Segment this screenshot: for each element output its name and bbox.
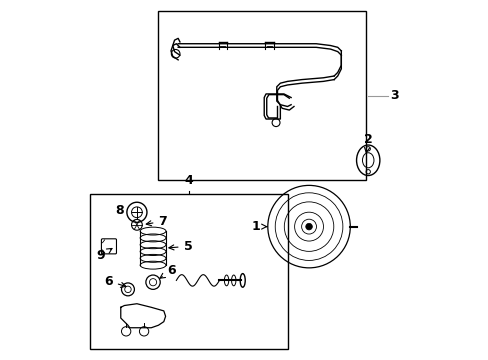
- Bar: [90, 194, 287, 348]
- Circle shape: [305, 223, 312, 230]
- Text: 6: 6: [160, 264, 176, 278]
- Text: 5: 5: [168, 240, 192, 253]
- Text: 2: 2: [363, 133, 372, 153]
- Text: 4: 4: [184, 174, 193, 187]
- Circle shape: [271, 119, 280, 127]
- Bar: [158, 12, 366, 180]
- Circle shape: [171, 49, 180, 58]
- Text: 6: 6: [104, 275, 125, 288]
- Text: 7: 7: [146, 215, 167, 228]
- Text: 3: 3: [389, 89, 398, 102]
- Text: 9: 9: [97, 248, 112, 262]
- Text: 8: 8: [116, 204, 124, 217]
- Text: 1: 1: [251, 220, 266, 233]
